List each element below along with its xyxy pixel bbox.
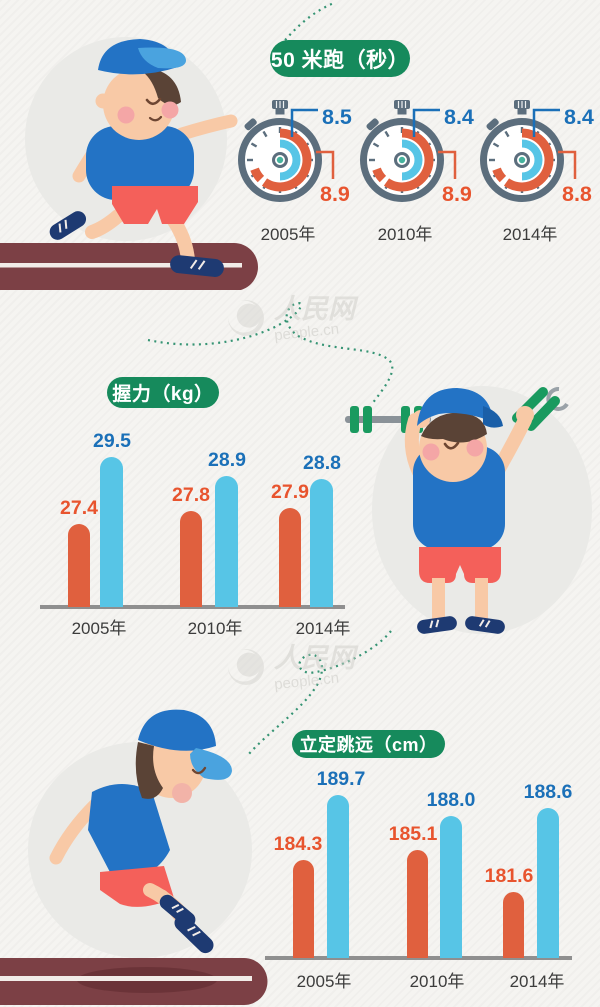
run-2010-fast-value: 8.4	[444, 105, 474, 129]
grip-bar-2005-blue	[100, 456, 123, 607]
jump-bar-2010-blue	[440, 815, 462, 958]
grip-year-2010: 2010年	[187, 619, 243, 638]
jump-value-2010-orange: 185.1	[388, 823, 438, 846]
stopwatch-gauges: 8.5 8.9 8.4 8.9 8.4 8.8	[230, 95, 594, 206]
run-2010-slow-value: 8.9	[442, 182, 472, 206]
grip-bar-2010-orange	[180, 511, 202, 607]
jump-bar-2005-blue	[327, 795, 349, 958]
jump-year-2005: 2005年	[296, 972, 352, 991]
section-title-grip: 握力（kg）	[107, 377, 219, 408]
jump-bar-2010-orange	[407, 850, 428, 958]
run-2005-fast-value: 8.5	[322, 105, 352, 129]
run-2005-slow-value: 8.9	[320, 182, 350, 206]
grip-value-2005-orange: 27.4	[60, 496, 98, 519]
jump-value-2005-blue: 189.7	[316, 768, 366, 791]
grip-value-2010-blue: 28.9	[208, 448, 246, 471]
section-title-50m-run: 50 米跑（秒）	[270, 40, 410, 77]
long-jump-chart: 184.3 189.7 185.1 188.0 181.6 188.6	[265, 768, 572, 960]
jump-value-2014-blue: 188.6	[523, 781, 573, 804]
jump-value-2014-orange: 181.6	[484, 864, 534, 887]
run-2014-fast-value: 8.4	[564, 105, 594, 129]
run-year-2010: 2010年	[377, 225, 433, 244]
run-year-2014: 2014年	[502, 225, 558, 244]
jumping-boy-illustration	[0, 709, 268, 1005]
stopwatch-2010: 8.4 8.9	[364, 100, 474, 206]
weightlifting-boy-illustration	[345, 386, 592, 634]
grip-year-2014: 2014年	[295, 619, 351, 638]
grip-bar-2014-blue	[310, 479, 333, 607]
jump-bar-2014-orange	[503, 891, 524, 958]
grip-value-2014-blue: 28.8	[303, 452, 341, 474]
grip-value-2014-orange: 27.9	[271, 480, 309, 503]
grip-value-2005-blue: 29.5	[93, 429, 131, 452]
grip-bar-2010-blue	[215, 475, 238, 607]
run-year-2005: 2005年	[260, 225, 316, 244]
jump-year-2014: 2014年	[509, 972, 565, 991]
grip-value-2010-orange: 27.8	[172, 484, 210, 506]
jump-year-2010: 2010年	[409, 972, 465, 991]
grip-year-2005: 2005年	[71, 619, 127, 638]
jump-value-2010-blue: 188.0	[426, 788, 476, 811]
jump-bar-2014-blue	[537, 808, 559, 958]
run-2014-slow-value: 8.8	[562, 182, 592, 206]
grip-bar-2005-orange	[68, 523, 90, 607]
jump-bar-2005-orange	[293, 859, 314, 958]
running-boy-illustration	[0, 37, 258, 290]
jump-value-2005-orange: 184.3	[273, 832, 323, 855]
section-title-long-jump: 立定跳远（cm）	[292, 730, 445, 758]
stopwatch-2014: 8.4 8.8	[484, 100, 594, 206]
jump-chart-baseline	[265, 956, 572, 960]
grip-bar-2014-orange	[279, 507, 301, 607]
grip-strength-chart: 27.4 29.5 27.8 28.9 27.9 28.8	[40, 429, 345, 609]
grip-chart-baseline	[40, 605, 345, 609]
stopwatch-2005: 8.5 8.9	[242, 100, 352, 206]
